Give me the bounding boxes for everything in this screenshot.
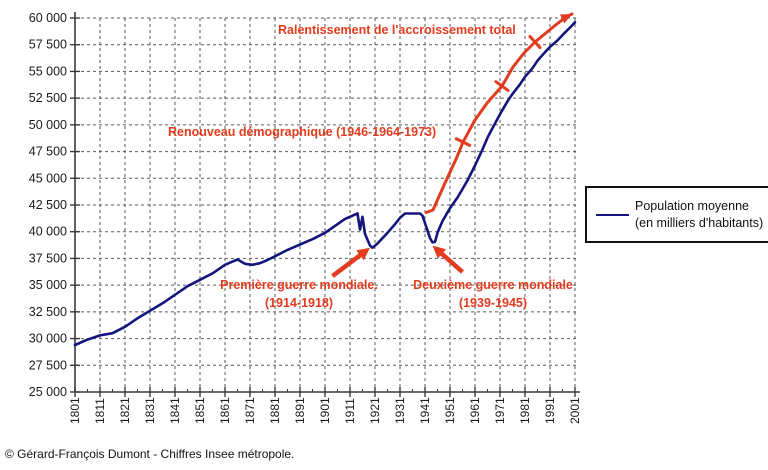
legend: Population moyenne (en milliers d'habita… bbox=[585, 186, 768, 243]
axes bbox=[70, 12, 580, 397]
annotation-ww2-line2: (1939-1945) bbox=[458, 296, 528, 310]
svg-text:60 000: 60 000 bbox=[29, 11, 67, 25]
svg-text:57 500: 57 500 bbox=[29, 38, 67, 52]
svg-text:40 000: 40 000 bbox=[29, 225, 67, 239]
svg-text:45 000: 45 000 bbox=[29, 171, 67, 185]
annotation-ww1: Première guerre mondiale. (1914-1918) bbox=[209, 276, 389, 312]
svg-text:47 500: 47 500 bbox=[29, 145, 67, 159]
svg-text:1961: 1961 bbox=[468, 397, 482, 424]
svg-text:1811: 1811 bbox=[93, 398, 107, 424]
svg-text:1941: 1941 bbox=[418, 397, 432, 424]
svg-text:1991: 1991 bbox=[543, 397, 557, 424]
svg-text:1951: 1951 bbox=[443, 397, 457, 424]
svg-text:1981: 1981 bbox=[518, 397, 532, 424]
annotation-ww2-line1: Deuxième guerre mondiale bbox=[413, 278, 573, 292]
svg-text:1931: 1931 bbox=[393, 397, 407, 424]
annotation-graphics bbox=[331, 12, 574, 278]
svg-text:1841: 1841 bbox=[168, 397, 182, 424]
copyright-credit: © Gérard-François Dumont - Chiffres Inse… bbox=[5, 447, 295, 461]
svg-text:55 000: 55 000 bbox=[29, 64, 67, 78]
annotation-ww1-line2: (1914-1918) bbox=[264, 296, 334, 310]
svg-text:1871: 1871 bbox=[243, 397, 257, 424]
svg-text:1881: 1881 bbox=[268, 397, 282, 424]
svg-text:1831: 1831 bbox=[143, 397, 157, 424]
svg-text:52 500: 52 500 bbox=[29, 91, 67, 105]
legend-label-line1: Population moyenne bbox=[635, 199, 749, 214]
svg-text:2001: 2001 bbox=[568, 397, 582, 424]
svg-text:42 500: 42 500 bbox=[29, 198, 67, 212]
svg-text:30 000: 30 000 bbox=[29, 332, 67, 346]
svg-text:1911: 1911 bbox=[343, 398, 357, 424]
legend-label-line2: (en milliers d'habitants) bbox=[635, 215, 764, 230]
svg-text:25 000: 25 000 bbox=[29, 385, 67, 399]
svg-text:1821: 1821 bbox=[118, 397, 132, 424]
axis-labels: 25 000 27 500 30 000 32 500 35 000 37 500 40 0… bbox=[29, 11, 582, 424]
svg-text:50 000: 50 000 bbox=[29, 118, 67, 132]
svg-text:1801: 1801 bbox=[68, 397, 82, 424]
svg-text:35 000: 35 000 bbox=[29, 278, 67, 292]
annotation-ww2: Deuxième guerre mondiale (1939-1945) bbox=[400, 276, 586, 312]
annotation-ww1-line1: Première guerre mondiale. bbox=[220, 278, 378, 292]
svg-text:1971: 1971 bbox=[493, 397, 507, 424]
svg-text:32 500: 32 500 bbox=[29, 305, 67, 319]
svg-text:1901: 1901 bbox=[318, 397, 332, 424]
svg-text:1921: 1921 bbox=[368, 397, 382, 424]
annotation-renouveau: Renouveau démographique (1946-1964-1973) bbox=[168, 125, 437, 139]
svg-text:27 500: 27 500 bbox=[29, 358, 67, 372]
svg-text:1891: 1891 bbox=[293, 397, 307, 424]
gridlines bbox=[75, 17, 579, 392]
population-line bbox=[73, 20, 577, 347]
svg-text:37 500: 37 500 bbox=[29, 251, 67, 265]
svg-text:1861: 1861 bbox=[218, 397, 232, 424]
svg-text:1851: 1851 bbox=[193, 397, 207, 424]
annotation-ralentissement: Ralentissement de l'accroissement total bbox=[278, 23, 516, 37]
legend-line-swatch bbox=[596, 213, 629, 216]
